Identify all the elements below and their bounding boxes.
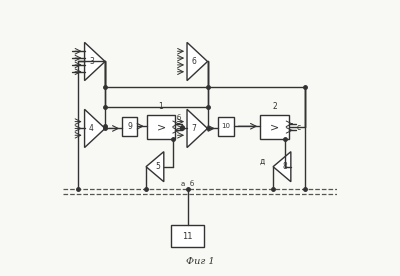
Text: 10: 10 xyxy=(222,123,230,129)
Bar xyxy=(171,225,204,247)
Text: 9: 9 xyxy=(127,122,132,131)
Polygon shape xyxy=(273,152,291,182)
Text: Фиг 1: Фиг 1 xyxy=(186,258,214,266)
Text: б: б xyxy=(177,115,181,121)
Polygon shape xyxy=(187,43,208,81)
Text: б: б xyxy=(190,181,194,187)
Text: 5: 5 xyxy=(156,162,160,171)
Polygon shape xyxy=(84,109,105,148)
Text: >: > xyxy=(156,122,166,132)
Polygon shape xyxy=(187,109,208,148)
Bar xyxy=(218,117,234,136)
Text: 4: 4 xyxy=(89,124,94,133)
Text: 2: 2 xyxy=(272,102,277,111)
Text: 3: 3 xyxy=(89,57,94,66)
Bar xyxy=(147,115,176,139)
Text: 1: 1 xyxy=(159,102,164,111)
Text: 7: 7 xyxy=(192,124,196,133)
Text: а: а xyxy=(181,181,185,187)
Text: 6: 6 xyxy=(192,57,196,66)
Text: 11: 11 xyxy=(182,232,193,241)
Text: 8: 8 xyxy=(282,162,287,171)
Bar xyxy=(260,115,289,139)
Polygon shape xyxy=(84,43,105,81)
Bar xyxy=(122,117,137,136)
Text: д: д xyxy=(260,157,265,166)
Polygon shape xyxy=(146,152,164,182)
Text: c: c xyxy=(296,123,300,132)
Text: >: > xyxy=(270,122,279,132)
